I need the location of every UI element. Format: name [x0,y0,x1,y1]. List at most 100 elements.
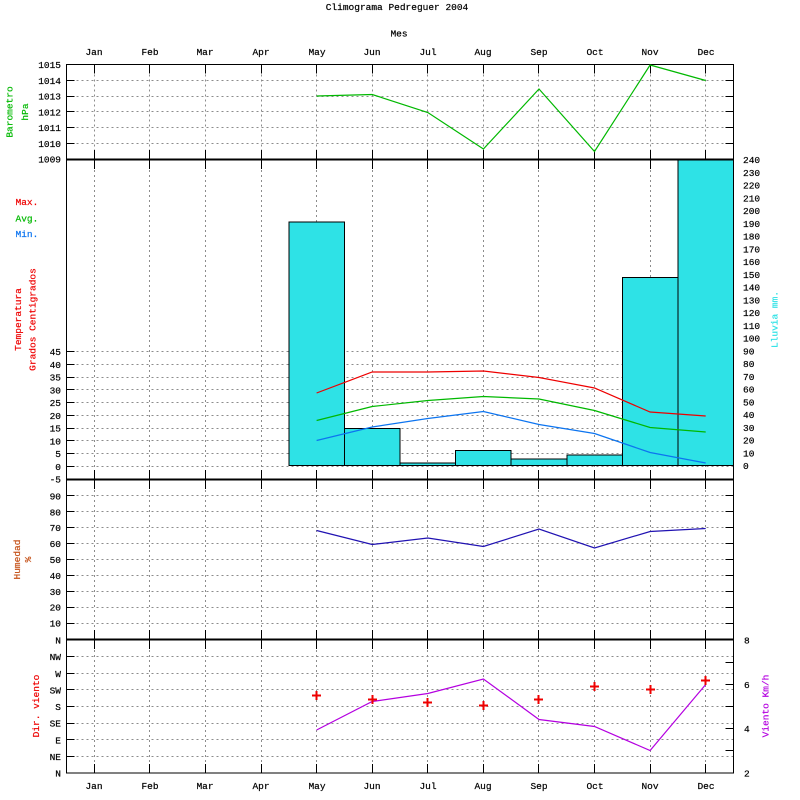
svg-text:Aug: Aug [474,47,491,58]
svg-text:50: 50 [50,555,62,566]
svg-text:Jan: Jan [85,47,102,58]
svg-text:170: 170 [743,244,760,255]
svg-text:Jan: Jan [85,781,102,792]
svg-text:Sep: Sep [530,781,547,792]
svg-text:May: May [308,47,325,58]
svg-text:30: 30 [50,587,62,598]
svg-text:90: 90 [743,346,755,357]
svg-text:1013: 1013 [38,92,61,103]
svg-text:40: 40 [50,571,62,582]
svg-text:10: 10 [50,436,62,447]
svg-text:Jun: Jun [363,781,380,792]
svg-text:10: 10 [50,619,62,630]
svg-text:80: 80 [50,507,62,518]
svg-text:200: 200 [743,206,760,217]
svg-text:20: 20 [50,603,62,614]
svg-text:6: 6 [744,680,750,691]
svg-text:150: 150 [743,270,760,281]
svg-text:130: 130 [743,295,760,306]
svg-text:Dir. viento: Dir. viento [31,674,42,737]
svg-text:140: 140 [743,283,760,294]
svg-text:NE: NE [50,752,62,763]
svg-text:230: 230 [743,168,760,179]
svg-text:10: 10 [743,448,755,459]
svg-text:Sep: Sep [530,47,547,58]
svg-text:Humedad: Humedad [12,540,23,580]
svg-text:Dec: Dec [697,47,714,58]
svg-text:Barometro: Barometro [5,86,16,138]
svg-text:Min.: Min. [16,229,39,240]
svg-text:Apr: Apr [252,47,269,58]
svg-text:Grados Centigrados: Grados Centigrados [28,268,39,371]
svg-text:45: 45 [50,347,62,358]
svg-text:N: N [55,769,61,780]
svg-text:Oct: Oct [586,47,603,58]
svg-text:1011: 1011 [38,123,61,134]
svg-text:May: May [308,781,325,792]
svg-text:Oct: Oct [586,781,603,792]
svg-text:180: 180 [743,232,760,243]
svg-text:30: 30 [50,385,62,396]
svg-text:0: 0 [55,462,61,473]
svg-text:W: W [55,669,61,680]
svg-text:80: 80 [743,359,755,370]
svg-text:Jul: Jul [419,781,436,792]
svg-text:Mar: Mar [196,781,213,792]
svg-text:SW: SW [50,685,62,696]
svg-text:Aug: Aug [474,781,491,792]
svg-text:SE: SE [50,719,62,730]
svg-text:190: 190 [743,219,760,230]
svg-text:Feb: Feb [141,781,158,792]
svg-text:Temperatura: Temperatura [13,288,24,351]
svg-text:Nov: Nov [641,781,658,792]
svg-text:30: 30 [743,423,755,434]
svg-text:Climograma Pedreguer 2004: Climograma Pedreguer 2004 [326,2,469,13]
svg-text:90: 90 [50,491,62,502]
svg-text:Jun: Jun [363,47,380,58]
svg-text:Mar: Mar [196,47,213,58]
svg-text:220: 220 [743,181,760,192]
svg-text:Nov: Nov [641,47,658,58]
svg-text:1012: 1012 [38,107,61,118]
svg-text:50: 50 [743,397,755,408]
svg-text:%: % [23,556,34,562]
svg-text:1010: 1010 [38,139,61,150]
svg-text:Apr: Apr [252,781,269,792]
svg-text:120: 120 [743,308,760,319]
svg-text:E: E [55,735,61,746]
svg-text:70: 70 [50,523,62,534]
svg-text:1009: 1009 [38,155,61,166]
svg-text:S: S [55,702,61,713]
svg-text:15: 15 [50,424,62,435]
svg-text:35: 35 [50,373,62,384]
svg-text:40: 40 [50,360,62,371]
svg-text:Feb: Feb [141,47,158,58]
svg-text:Mes: Mes [390,29,407,40]
svg-text:110: 110 [743,321,760,332]
svg-text:NW: NW [50,652,62,663]
svg-text:1014: 1014 [38,76,61,87]
svg-text:Viento Km/h: Viento Km/h [761,675,772,738]
svg-text:0: 0 [743,461,749,472]
svg-text:Lluvia mm.: Lluvia mm. [770,291,781,348]
svg-text:70: 70 [743,372,755,383]
svg-text:Jul: Jul [419,47,436,58]
svg-text:40: 40 [743,410,755,421]
svg-text:Avg.: Avg. [16,214,39,225]
svg-text:210: 210 [743,193,760,204]
svg-text:240: 240 [743,155,760,166]
svg-text:-5: -5 [50,475,62,486]
svg-text:N: N [55,636,61,647]
svg-text:20: 20 [743,436,755,447]
svg-text:8: 8 [744,636,750,647]
svg-text:1015: 1015 [38,60,61,71]
svg-text:60: 60 [50,539,62,550]
svg-text:hPa: hPa [20,103,31,120]
svg-text:160: 160 [743,257,760,268]
svg-text:20: 20 [50,411,62,422]
svg-text:100: 100 [743,334,760,345]
svg-text:2: 2 [744,769,750,780]
svg-text:25: 25 [50,398,62,409]
svg-text:60: 60 [743,385,755,396]
svg-text:4: 4 [744,724,750,735]
